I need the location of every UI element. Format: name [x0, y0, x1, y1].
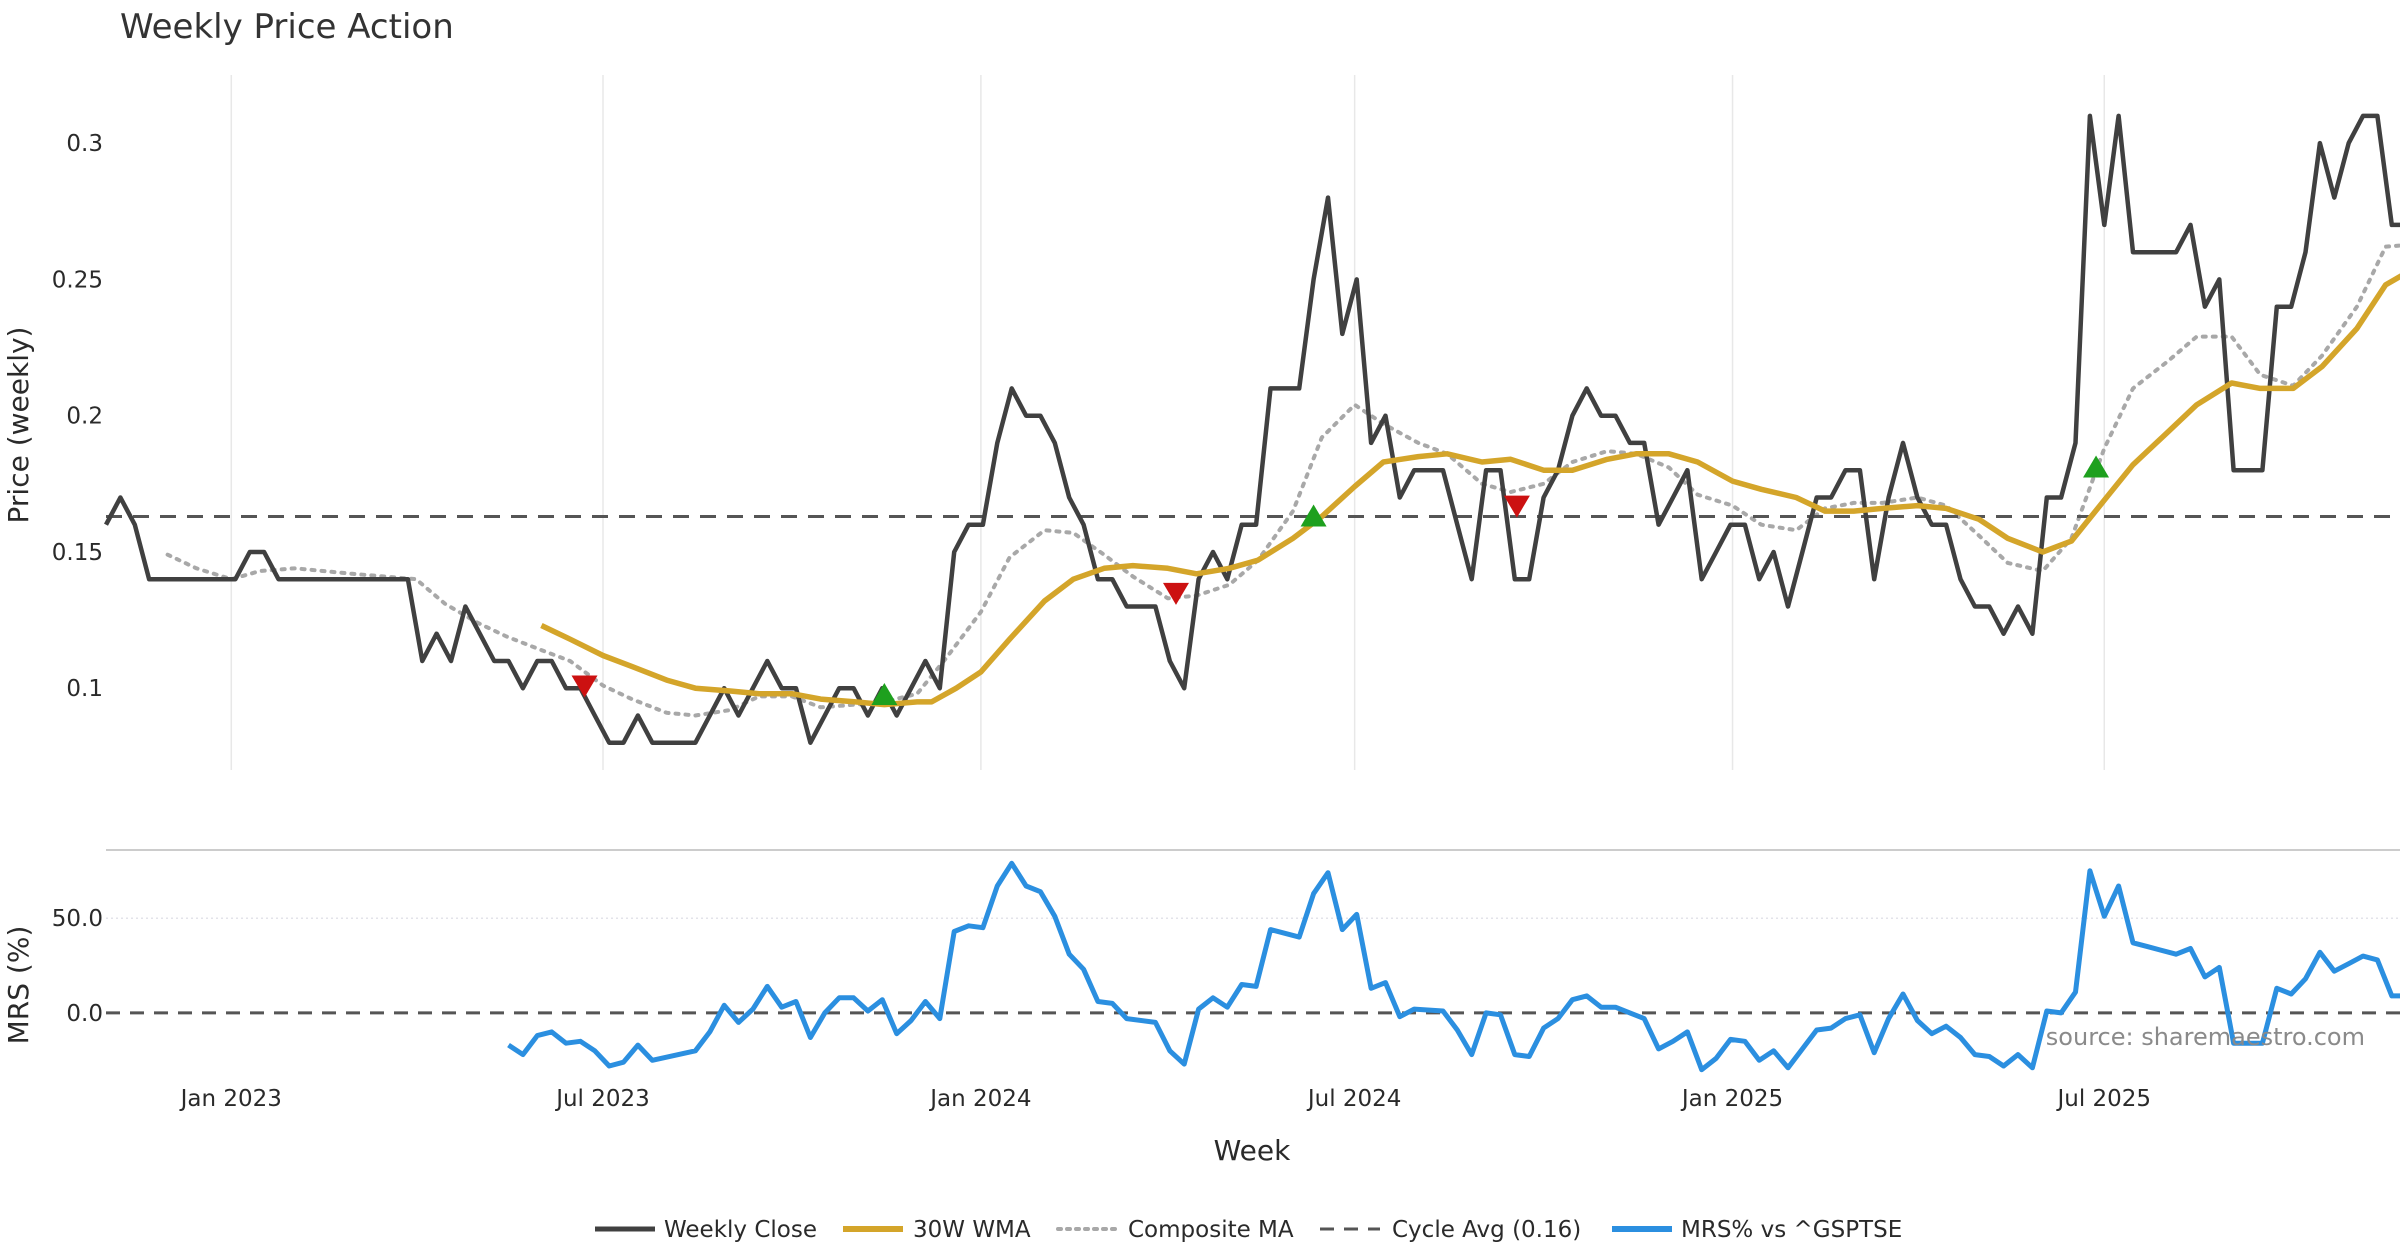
buy-signal-marker	[871, 683, 898, 706]
y-tick-label-price: 0.2	[66, 404, 103, 430]
y-axis-label-mrs: MRS (%)	[2, 926, 35, 1045]
x-tick-label: Jul 2024	[1306, 1086, 1402, 1112]
x-tick-label: Jan 2024	[928, 1086, 1031, 1112]
x-tick-labels: Jan 2023 Jul 2023 Jan 2024 Jul 2024 Jan 2025…	[179, 1086, 2151, 1112]
y-tick-labels: 0.1 0.15 0.2 0.25 0.3 0.0 50.0	[52, 131, 103, 1027]
sell-signal-marker	[1503, 495, 1530, 518]
y-tick-label-price: 0.3	[66, 131, 103, 157]
legend-label-composite-ma: Composite MA	[1128, 1217, 1294, 1243]
legend-label-cycle-avg: Cycle Avg (0.16)	[1392, 1217, 1581, 1243]
y-tick-label-price: 0.15	[52, 540, 103, 566]
x-tick-label: Jan 2025	[1680, 1086, 1783, 1112]
y-tick-label-mrs: 0.0	[66, 1001, 103, 1027]
x-tick-label: Jul 2023	[554, 1086, 650, 1112]
series-line-mrs	[507, 860, 2400, 1073]
legend-label-mrs: MRS% vs ^GSPTSE	[1681, 1217, 1902, 1243]
x-tick-label: Jan 2023	[179, 1086, 282, 1112]
y-tick-label-mrs: 50.0	[52, 906, 103, 932]
buy-signal-marker	[1300, 504, 1327, 527]
sell-signal-marker	[571, 675, 598, 698]
buy-signal-marker	[2083, 455, 2110, 478]
x-axis-label: Week	[1214, 1134, 1291, 1167]
legend: Weekly Close 30W WMA Composite MA Cycle …	[595, 1217, 1902, 1243]
sell-signal-marker	[1162, 582, 1189, 605]
series-line-30w-wma	[540, 273, 2400, 708]
legend-label-30w-wma: 30W WMA	[913, 1217, 1031, 1243]
source-note: source: sharemaestro.com	[2046, 1023, 2365, 1051]
signal-markers	[571, 455, 2110, 706]
x-tick-label: Jul 2025	[2055, 1086, 2151, 1112]
y-axis-label-price: Price (weekly)	[2, 327, 35, 524]
chart-title: Weekly Price Action	[120, 7, 454, 47]
y-tick-label-price: 0.1	[66, 676, 103, 702]
y-tick-label-price: 0.25	[52, 267, 103, 293]
grid-lines	[106, 75, 2400, 919]
legend-label-weekly-close: Weekly Close	[664, 1217, 817, 1243]
